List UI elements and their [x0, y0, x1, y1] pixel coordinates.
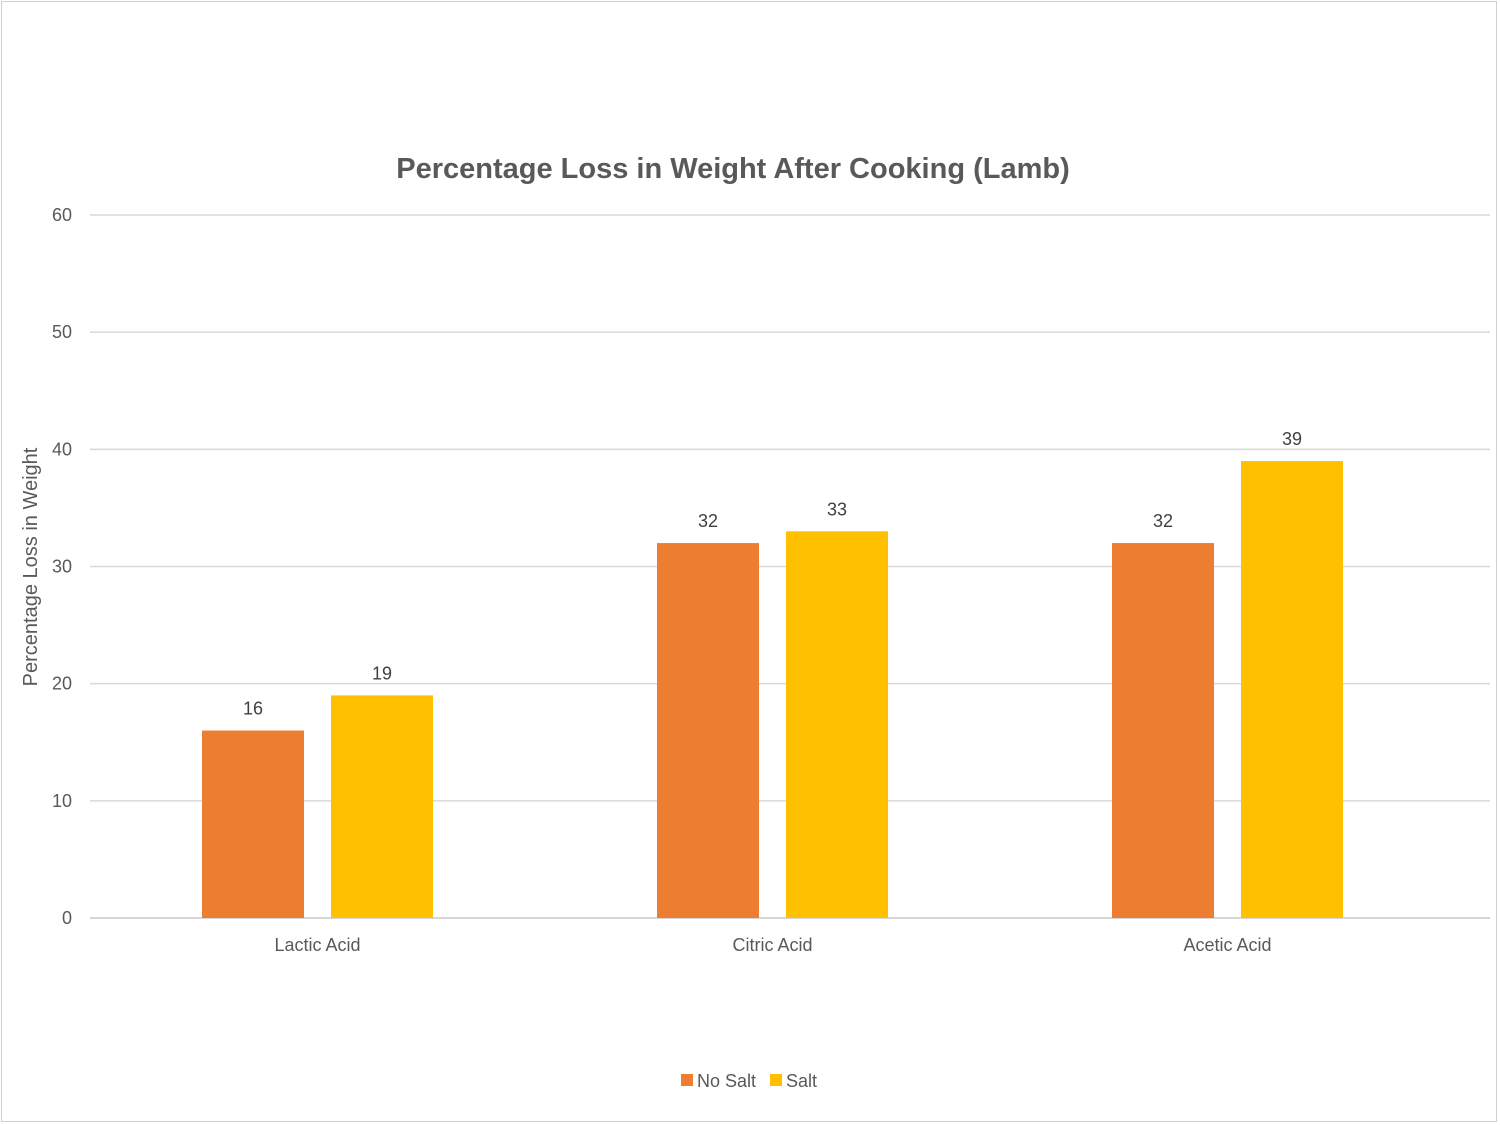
data-label: 39 [1282, 429, 1302, 449]
data-label: 19 [372, 663, 392, 683]
y-tick-label: 0 [62, 908, 72, 928]
x-tick-label: Acetic Acid [1183, 935, 1271, 955]
bar-no-salt [1112, 543, 1214, 918]
y-tick-label: 20 [52, 674, 72, 694]
bar-salt [1241, 461, 1343, 918]
data-label: 32 [698, 511, 718, 531]
y-tick-label: 50 [52, 322, 72, 342]
data-label: 32 [1153, 511, 1173, 531]
legend-label: No Salt [697, 1071, 756, 1091]
chart-title: Percentage Loss in Weight After Cooking … [396, 153, 1070, 185]
y-axis-label: Percentage Loss in Weight [20, 447, 42, 686]
legend-swatch [770, 1074, 783, 1086]
y-tick-label: 30 [52, 557, 72, 577]
data-label: 16 [243, 699, 263, 719]
legend-label: Salt [786, 1071, 817, 1091]
legend-swatch [681, 1074, 693, 1086]
y-tick-label: 10 [52, 791, 72, 811]
bar-salt [331, 695, 433, 918]
data-label: 33 [827, 499, 847, 519]
x-tick-label: Lactic Acid [274, 935, 360, 955]
bar-salt [786, 531, 888, 918]
x-tick-label: Citric Acid [732, 935, 812, 955]
bar-no-salt [202, 730, 304, 918]
bar-no-salt [657, 543, 759, 918]
y-tick-label: 40 [52, 439, 72, 459]
y-tick-label: 60 [52, 205, 72, 225]
